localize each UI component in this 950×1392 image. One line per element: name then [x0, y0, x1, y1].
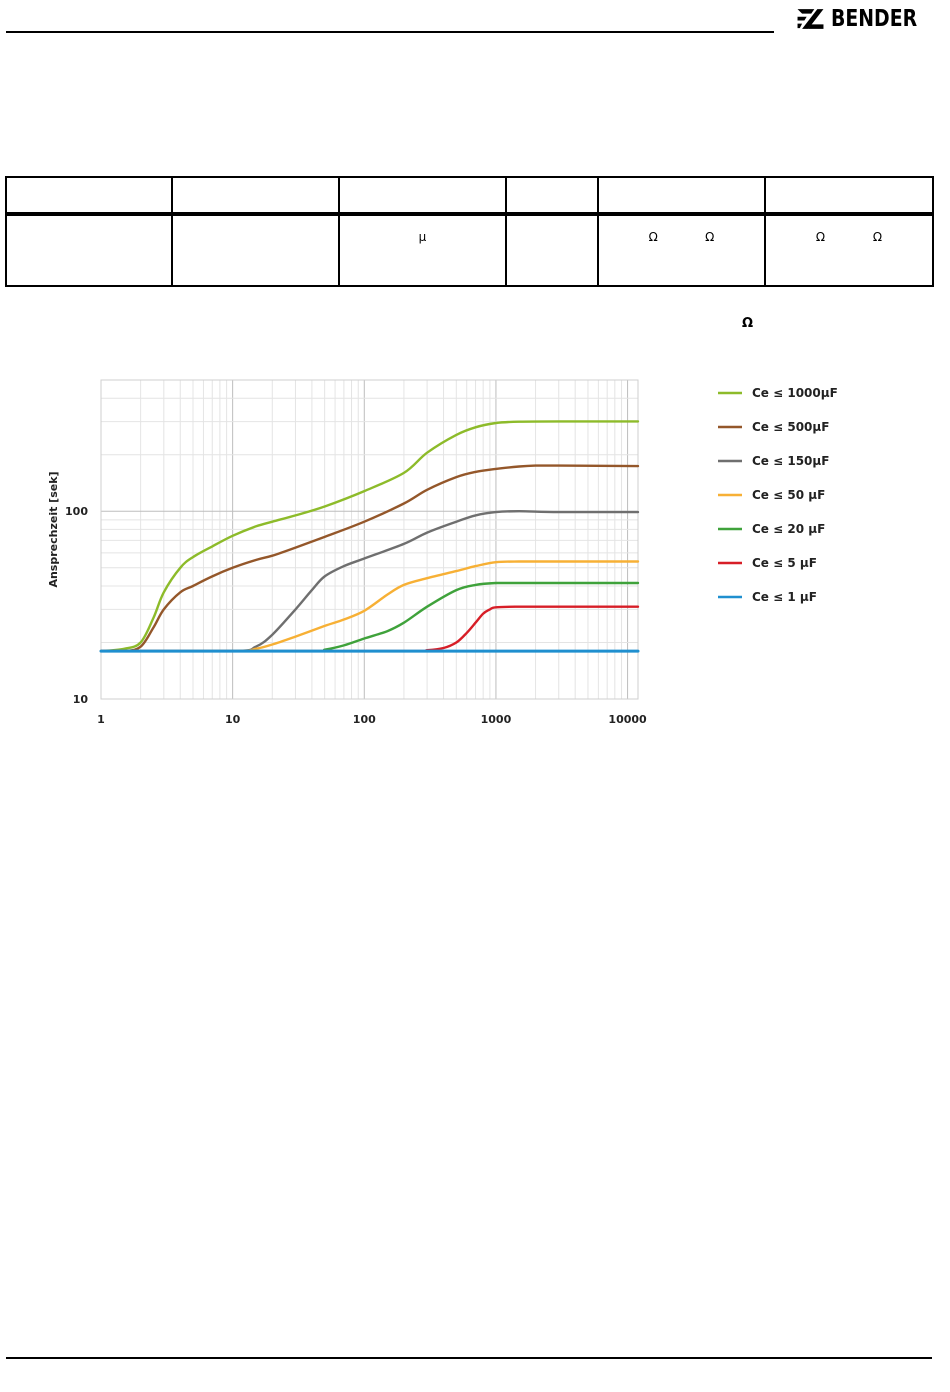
table-header-cell [597, 176, 766, 216]
x-tick-label: 10000 [608, 713, 647, 726]
series-line [99, 420, 640, 653]
bender-logo: BENDER [796, 4, 936, 34]
ohm-unit: Ω [705, 230, 715, 244]
table-cell-resistance: Ω Ω [597, 213, 766, 287]
table-header-row [5, 176, 934, 216]
table-cell-capacitance-unit: μ [338, 213, 507, 287]
ohm-unit: Ω [872, 230, 883, 244]
legend-label: Ce ≤ 1000µF [752, 386, 838, 400]
legend-label: Ce ≤ 1 µF [752, 590, 817, 604]
table-cell [171, 213, 340, 287]
table-cell [5, 213, 173, 287]
plot-frame [100, 379, 639, 700]
series-line [99, 464, 640, 653]
x-tick-label: 10 [225, 713, 241, 726]
omega-label: Ω [742, 316, 754, 331]
chart-series [99, 420, 640, 653]
series-line [99, 581, 640, 653]
series-line [99, 510, 640, 653]
legend-label: Ce ≤ 150µF [752, 454, 829, 468]
table-cell-resistance: Ω Ω [764, 213, 934, 287]
y-tick-label: 100 [65, 505, 88, 518]
brand-name: BENDER [830, 6, 918, 32]
x-tick-label: 1000 [481, 713, 512, 726]
table-header-cell [5, 176, 173, 216]
x-tick-label: 100 [353, 713, 376, 726]
spec-table: μ Ω Ω Ω Ω [5, 176, 934, 287]
legend-label: Ce ≤ 50 µF [752, 488, 825, 502]
chart-legend: Ce ≤ 1000µF Ce ≤ 500µF Ce ≤ 150µF Ce ≤ 50 µ… [718, 386, 838, 604]
legend-label: Ce ≤ 5 µF [752, 556, 817, 570]
series-line [99, 605, 640, 653]
footer-rule [6, 1357, 932, 1359]
table-header-cell [505, 176, 599, 216]
legend-label: Ce ≤ 20 µF [752, 522, 825, 536]
chart-axis-ticks: 1 10 100 1000 10000 10 100 [65, 505, 647, 726]
table-header-cell [764, 176, 934, 216]
ohm-unit: Ω [648, 230, 658, 244]
y-axis-label: Ansprechzeit [sek] [47, 471, 60, 587]
series-line [99, 560, 640, 653]
ohm-unit: Ω [815, 230, 826, 244]
y-tick-label: 10 [73, 693, 89, 706]
x-tick-label: 1 [97, 713, 105, 726]
header-rule [6, 31, 774, 33]
table-header-cell [171, 176, 340, 216]
legend-label: Ce ≤ 500µF [752, 420, 829, 434]
table-header-cell [338, 176, 507, 216]
table-row: μ Ω Ω Ω Ω [5, 213, 934, 287]
table-cell [505, 213, 599, 287]
bender-logo-icon [797, 9, 824, 29]
